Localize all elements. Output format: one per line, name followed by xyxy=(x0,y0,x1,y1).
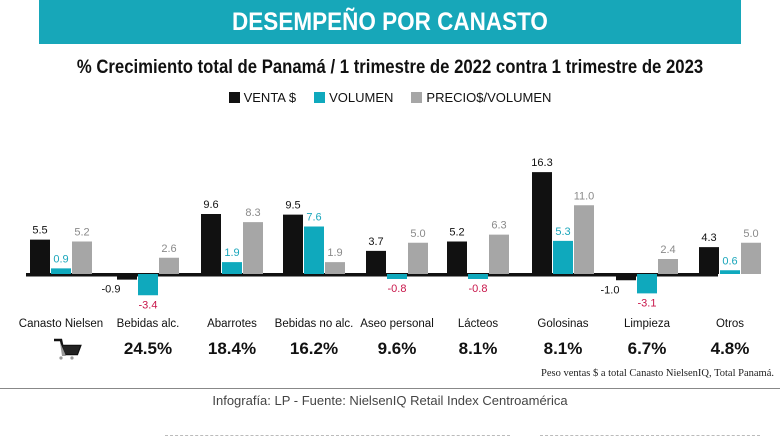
legend-item-volumen: VOLUMEN xyxy=(314,90,393,105)
divider xyxy=(0,388,780,389)
bar-precio xyxy=(408,242,428,274)
data-label: -0.8 xyxy=(388,283,407,295)
bar-precio xyxy=(243,222,263,274)
category-label: Lácteos xyxy=(458,318,499,330)
source-credit: Infografía: LP - Fuente: NielsenIQ Retai… xyxy=(212,393,568,408)
bar-volumen xyxy=(553,240,573,274)
legend-item-precio: PRECIO$/VOLUMEN xyxy=(411,90,551,105)
data-label: 9.5 xyxy=(285,200,300,212)
legend-label: VOLUMEN xyxy=(329,90,394,105)
bar-volumen xyxy=(222,262,242,274)
dashed-line xyxy=(165,435,510,436)
bar-venta xyxy=(616,274,636,281)
category-label: Canasto Nielsen xyxy=(19,318,103,330)
weight-value: 16.2% xyxy=(290,339,338,358)
category-label: Aseo personal xyxy=(360,318,434,330)
dashed-line xyxy=(540,435,760,436)
data-label: 16.3 xyxy=(531,157,552,169)
data-label: 5.2 xyxy=(74,227,89,239)
bar-volumen xyxy=(51,268,71,274)
data-label: 4.3 xyxy=(701,232,716,244)
shopping-cart-icon xyxy=(54,338,82,360)
category-label: Golosinas xyxy=(537,318,588,330)
data-label: 0.9 xyxy=(53,253,68,265)
data-label: 5.0 xyxy=(410,228,425,240)
chart-title: % Crecimiento total de Panamá / 1 trimes… xyxy=(76,57,704,78)
banner-title: DESEMPEÑO POR CANASTO xyxy=(39,0,741,44)
data-label: -3.1 xyxy=(638,297,657,309)
weight-value: 8.1% xyxy=(459,339,498,358)
data-label: 2.4 xyxy=(660,244,675,256)
weight-value: 6.7% xyxy=(628,339,667,358)
data-label: 11.0 xyxy=(574,190,595,202)
baseline-axis xyxy=(26,273,372,277)
category-label: Limpieza xyxy=(624,318,671,330)
bar-volumen xyxy=(138,274,158,296)
data-label: 5.2 xyxy=(449,227,464,239)
data-label: 0.6 xyxy=(722,255,737,267)
data-label: 8.3 xyxy=(245,207,260,219)
weight-value: 18.4% xyxy=(208,339,256,358)
bar-venta xyxy=(117,274,137,280)
bar-precio xyxy=(489,234,509,274)
category-label: Abarrotes xyxy=(207,318,257,330)
bar-volumen xyxy=(387,274,407,279)
bar-venta xyxy=(366,250,386,274)
weight-value: 9.6% xyxy=(378,339,417,358)
weight-value: 24.5% xyxy=(124,339,172,358)
legend-label: PRECIO$/VOLUMEN xyxy=(426,90,552,105)
data-label: -3.4 xyxy=(139,299,158,311)
weight-value: 4.8% xyxy=(711,339,750,358)
data-label: 1.9 xyxy=(327,247,342,259)
weight-value: 8.1% xyxy=(544,339,583,358)
legend-label: VENTA $ xyxy=(243,90,297,105)
legend-swatch xyxy=(228,92,240,103)
bar-precio xyxy=(574,205,594,274)
bar-venta xyxy=(201,214,221,274)
bar-precio xyxy=(658,259,678,274)
bar-precio xyxy=(159,257,179,274)
bar-venta xyxy=(30,239,50,274)
data-label: 5.5 xyxy=(32,225,47,237)
data-label: 5.3 xyxy=(555,226,570,238)
bar-precio xyxy=(741,242,761,274)
bar-venta xyxy=(283,214,303,274)
legend-swatch xyxy=(411,92,423,103)
data-label: 7.6 xyxy=(306,212,321,224)
bar-volumen xyxy=(304,226,324,274)
bar-volumen xyxy=(720,270,740,274)
data-label: 1.9 xyxy=(224,247,239,259)
data-label: -0.9 xyxy=(102,284,121,296)
bar-precio xyxy=(72,241,92,274)
bar-venta xyxy=(699,247,719,274)
data-label: 9.6 xyxy=(203,199,218,211)
legend-item-venta: VENTA $ xyxy=(228,90,297,105)
category-label: Bebidas no alc. xyxy=(275,318,354,330)
data-label: -1.0 xyxy=(601,284,620,296)
category-label: Otros xyxy=(716,318,744,330)
data-label: -0.8 xyxy=(469,283,488,295)
bar-volumen xyxy=(468,274,488,279)
legend: VENTA $ VOLUMEN PRECIO$/VOLUMEN xyxy=(0,90,780,105)
bar-venta xyxy=(447,241,467,274)
weights-note: Peso ventas $ a total Canasto NielsenIQ,… xyxy=(541,368,774,379)
bar-venta xyxy=(532,172,552,274)
data-label: 6.3 xyxy=(491,220,506,232)
legend-swatch xyxy=(314,92,326,103)
category-label: Bebidas alc. xyxy=(117,318,180,330)
bar-volumen xyxy=(637,274,657,294)
data-label: 2.6 xyxy=(161,243,176,255)
data-label: 5.0 xyxy=(743,228,758,240)
bar-precio xyxy=(325,262,345,274)
data-label: 3.7 xyxy=(368,236,383,248)
